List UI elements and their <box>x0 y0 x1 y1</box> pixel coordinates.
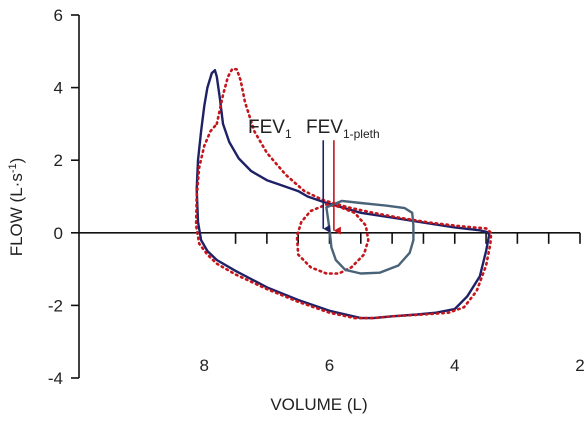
x-axis-title: VOLUME (L) <box>270 395 367 414</box>
x-tick-label: 8 <box>200 356 209 375</box>
y-axis-title-end: ) <box>7 158 26 164</box>
y-tick-label: 4 <box>54 79 63 98</box>
series-layer <box>194 67 493 320</box>
annotation-layer: FEV1 FEV1-pleth <box>248 117 380 235</box>
series-solid-slate-small-loop <box>325 199 415 275</box>
y-axis-title-sup: -1 <box>7 163 19 173</box>
fev1-text: FEV <box>248 117 285 138</box>
y-tick-label: -4 <box>48 369 63 388</box>
y-tick-label: -2 <box>48 296 63 315</box>
y-axis-title: FLOW (L·s-1) <box>7 158 26 257</box>
y-tick-label: 0 <box>54 224 63 243</box>
x-tick-label: 2 <box>575 356 584 375</box>
y-tick-label: 6 <box>54 6 63 25</box>
y-axis-title-base: FLOW (L·s <box>7 173 26 256</box>
annotation-label-fev1: FEV1 <box>248 117 292 141</box>
x-tick-label: 6 <box>325 356 334 375</box>
fev1-pleth-sub: 1-pleth <box>343 127 380 141</box>
series-dotted-red <box>194 67 493 320</box>
series-solid-navy <box>195 69 491 320</box>
fev1-sub: 1 <box>285 127 292 141</box>
y-tick-label: 2 <box>54 151 63 170</box>
series-dotted-red-small-loop <box>295 203 370 275</box>
annotation-label-fev1-pleth: FEV1-pleth <box>306 117 380 141</box>
x-tick-label: 4 <box>450 356 459 375</box>
axes: 6 4 2 0 -2 -4 8 6 4 2 <box>48 6 585 388</box>
fev1-pleth-text: FEV <box>306 117 343 138</box>
